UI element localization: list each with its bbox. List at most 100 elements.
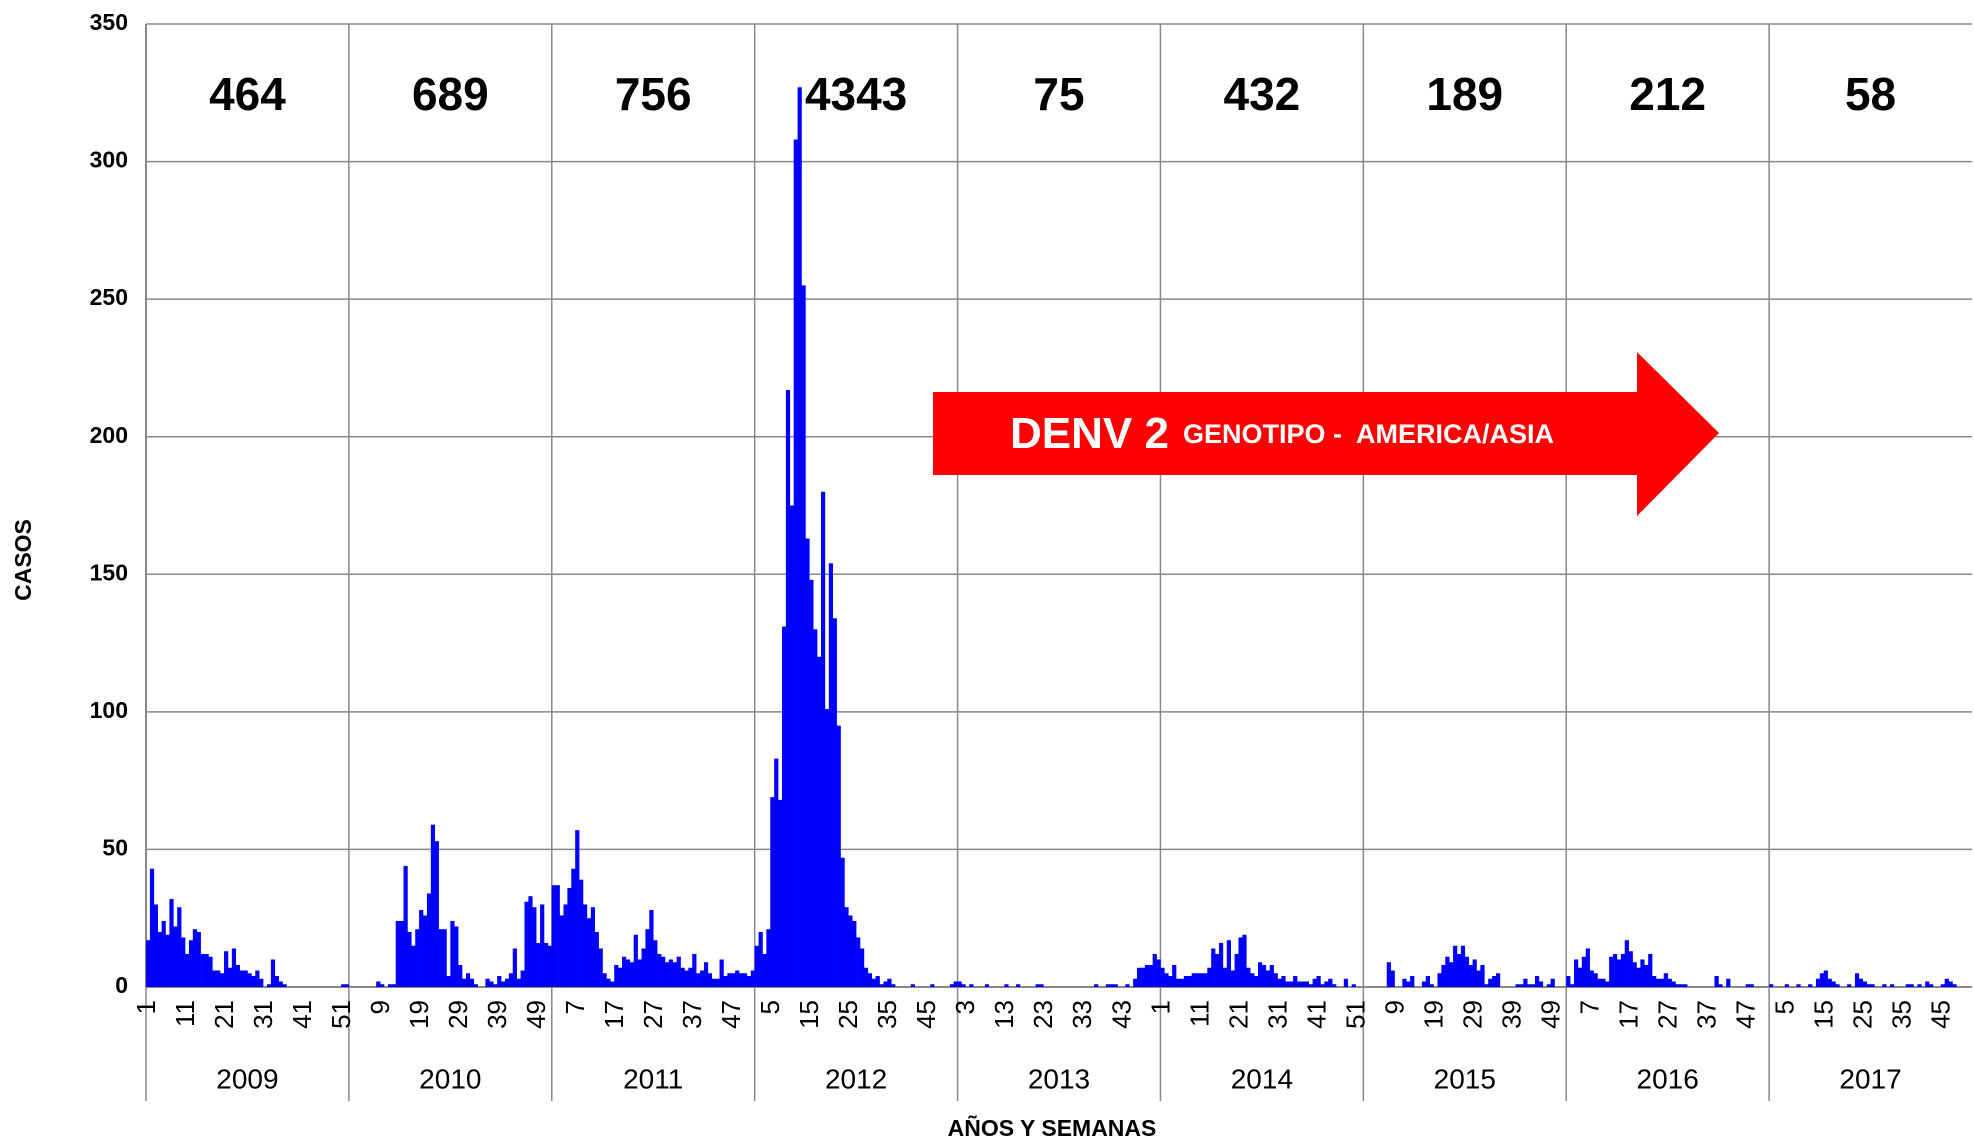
- bar: [1125, 984, 1130, 987]
- bar: [817, 656, 822, 987]
- bar: [1320, 984, 1325, 987]
- bar: [1004, 984, 1009, 987]
- year-label: 2013: [1028, 1063, 1090, 1094]
- bar: [637, 959, 642, 987]
- bar: [485, 978, 490, 987]
- bar: [622, 956, 627, 987]
- year-label: 2010: [419, 1063, 481, 1094]
- bar: [575, 830, 580, 987]
- bar: [1831, 981, 1836, 987]
- bar: [824, 709, 830, 987]
- bar: [1230, 970, 1235, 987]
- bar: [1784, 984, 1789, 987]
- bar: [1281, 975, 1286, 987]
- bar: [220, 973, 225, 987]
- bar: [723, 975, 728, 987]
- y-tick-label: 0: [115, 972, 128, 998]
- x-tick-label: 43: [1106, 1000, 1136, 1029]
- x-tick-label: 49: [1535, 1000, 1565, 1029]
- bar: [1667, 978, 1672, 987]
- bar: [1495, 973, 1501, 987]
- bar: [579, 879, 584, 987]
- bar: [188, 940, 194, 987]
- bar: [1819, 973, 1825, 987]
- bar: [1016, 984, 1021, 987]
- bar: [173, 926, 178, 987]
- bar: [1269, 964, 1274, 987]
- bar: [224, 951, 229, 987]
- bar: [969, 984, 974, 987]
- bar: [430, 824, 436, 987]
- bar: [376, 981, 381, 987]
- bar: [625, 959, 631, 987]
- bar: [1882, 984, 1887, 987]
- bar: [1948, 981, 1953, 987]
- bar: [146, 940, 151, 987]
- bar: [1659, 978, 1665, 987]
- bar: [1566, 975, 1571, 987]
- bar: [1632, 962, 1637, 987]
- bar: [832, 618, 837, 987]
- bar: [766, 929, 771, 987]
- x-tick-label: 39: [1496, 1000, 1526, 1029]
- year-total: 756: [615, 68, 692, 120]
- bar: [1222, 967, 1228, 987]
- bar: [1390, 970, 1395, 987]
- bar: [1207, 967, 1212, 987]
- bar: [341, 984, 346, 987]
- bar: [512, 948, 517, 987]
- bar: [1293, 975, 1298, 987]
- bar: [867, 973, 873, 987]
- y-tick-label: 100: [90, 697, 128, 723]
- bar: [1585, 948, 1590, 987]
- bar: [1195, 973, 1200, 987]
- bar: [270, 959, 276, 987]
- bar: [1277, 978, 1282, 987]
- bar: [1890, 984, 1895, 987]
- bar: [1105, 984, 1111, 987]
- bar: [1605, 981, 1610, 987]
- bar: [540, 904, 545, 987]
- bar: [169, 898, 174, 987]
- bar: [469, 978, 475, 987]
- bar: [282, 984, 287, 987]
- bar: [259, 978, 264, 987]
- bar: [1815, 978, 1821, 987]
- bar: [1160, 967, 1165, 987]
- bar: [1769, 984, 1774, 987]
- bar: [1577, 967, 1583, 987]
- bar: [266, 984, 272, 987]
- bar: [754, 945, 759, 987]
- bar: [684, 970, 689, 987]
- bar: [1616, 959, 1622, 987]
- bar: [454, 926, 459, 987]
- y-tick-label: 300: [90, 147, 128, 173]
- bar: [1316, 975, 1321, 987]
- x-tick-label: 35: [1887, 1000, 1917, 1029]
- bar: [177, 907, 182, 987]
- bar: [1261, 964, 1267, 987]
- bar: [746, 975, 752, 987]
- y-axis-title: CASOS: [10, 519, 36, 601]
- y-tick-label: 150: [90, 559, 128, 585]
- bar: [1523, 978, 1528, 987]
- bar: [836, 725, 841, 987]
- year-label: 2011: [623, 1063, 683, 1094]
- bar: [586, 918, 592, 987]
- bar: [844, 907, 849, 987]
- bar: [692, 953, 697, 987]
- bar: [204, 953, 209, 987]
- bar: [828, 563, 834, 987]
- bar: [1905, 984, 1910, 987]
- bar: [1257, 962, 1263, 987]
- x-tick-label: 51: [326, 1000, 356, 1029]
- x-tick-label: 31: [248, 1000, 278, 1029]
- bar: [555, 885, 560, 987]
- y-tick-label: 200: [90, 422, 128, 448]
- bar: [1351, 984, 1356, 987]
- bar: [438, 929, 443, 987]
- bar: [1246, 967, 1251, 987]
- bar: [680, 967, 685, 987]
- bar: [582, 904, 588, 987]
